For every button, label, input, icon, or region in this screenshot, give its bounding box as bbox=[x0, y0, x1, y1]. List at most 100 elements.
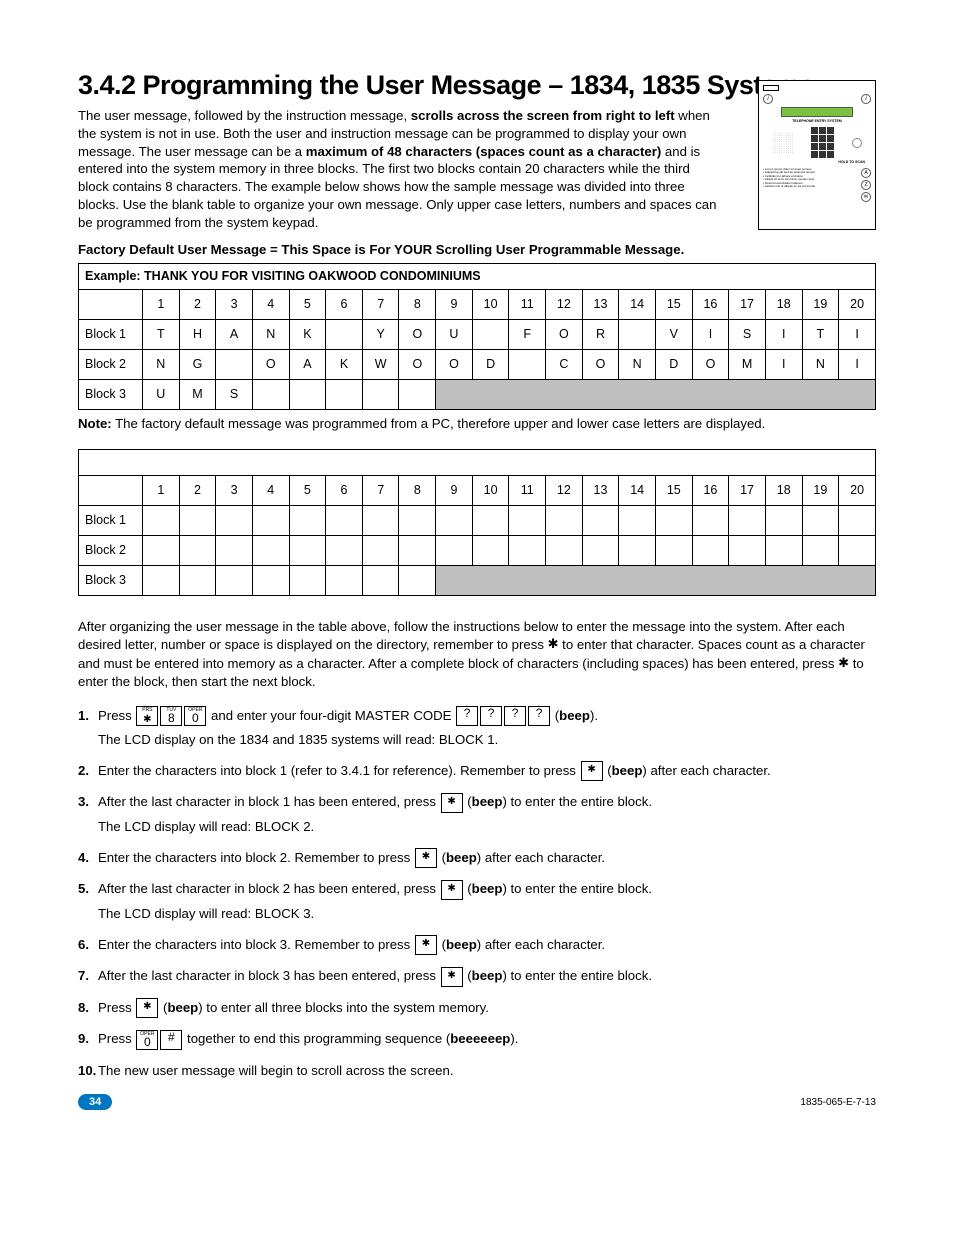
table-cell: Y bbox=[362, 319, 399, 349]
table-cell: T bbox=[802, 319, 839, 349]
table-cell: M bbox=[729, 349, 766, 379]
step-10: The new user message will begin to scrol… bbox=[78, 1061, 876, 1081]
step-7: After the last character in block 3 has … bbox=[78, 966, 876, 987]
digit-key-icon bbox=[528, 706, 550, 726]
table-cell bbox=[143, 535, 180, 565]
step-5: After the last character in block 2 has … bbox=[78, 879, 876, 923]
table-cell bbox=[436, 535, 473, 565]
table-cell: O bbox=[252, 349, 289, 379]
col-header: 14 bbox=[619, 475, 656, 505]
table-cell bbox=[619, 319, 656, 349]
col-header: 3 bbox=[216, 289, 253, 319]
table-cell bbox=[509, 505, 546, 535]
blank-table: 1234567891011121314151617181920Block 1Bl… bbox=[78, 449, 876, 596]
note-line: Note: The factory default message was pr… bbox=[78, 416, 876, 431]
table-cell bbox=[362, 535, 399, 565]
star-key-icon bbox=[441, 793, 463, 813]
table-cell: U bbox=[436, 319, 473, 349]
table-cell bbox=[289, 505, 326, 535]
table-cell: S bbox=[216, 379, 253, 409]
table-cell bbox=[729, 505, 766, 535]
step-9: Press OPER together to end this programm… bbox=[78, 1029, 876, 1050]
step-4: Enter the characters into block 2. Remem… bbox=[78, 848, 876, 869]
table-cell bbox=[252, 565, 289, 595]
table-cell bbox=[179, 505, 216, 535]
table-corner bbox=[79, 289, 143, 319]
table-cell: I bbox=[765, 349, 802, 379]
col-header: 16 bbox=[692, 475, 729, 505]
col-header: 5 bbox=[289, 475, 326, 505]
digit-key-icon bbox=[480, 706, 502, 726]
doc-number: 1835-065-E-7-13 bbox=[800, 1097, 876, 1108]
table-cell: N bbox=[802, 349, 839, 379]
table-cell: O bbox=[399, 319, 436, 349]
digit-key-icon bbox=[456, 706, 478, 726]
col-header: 13 bbox=[582, 289, 619, 319]
example-header: Example: THANK YOU FOR VISITING OAKWOOD … bbox=[79, 263, 876, 289]
table-cell: K bbox=[289, 319, 326, 349]
col-header: 2 bbox=[179, 289, 216, 319]
col-header: 20 bbox=[839, 289, 876, 319]
col-header: 17 bbox=[729, 475, 766, 505]
star-key-icon bbox=[415, 935, 437, 955]
table-cell bbox=[326, 535, 363, 565]
step-3: After the last character in block 1 has … bbox=[78, 792, 876, 836]
table-cell: T bbox=[143, 319, 180, 349]
table-cell: S bbox=[729, 319, 766, 349]
table-cell: I bbox=[839, 349, 876, 379]
page-number: 34 bbox=[78, 1094, 112, 1110]
digit-key-icon bbox=[504, 706, 526, 726]
col-header: 14 bbox=[619, 289, 656, 319]
star-key-icon bbox=[136, 998, 158, 1018]
pound-key-icon bbox=[160, 1030, 182, 1050]
col-header: 2 bbox=[179, 475, 216, 505]
zero-key-icon: OPER bbox=[136, 1030, 158, 1050]
step-8: Press (beep) to enter all three blocks i… bbox=[78, 998, 876, 1019]
col-header: 20 bbox=[839, 475, 876, 505]
row-label: Block 1 bbox=[79, 319, 143, 349]
table-cell bbox=[216, 535, 253, 565]
table-cell: M bbox=[179, 379, 216, 409]
step-1: Press PRSTUVOPER and enter your four-dig… bbox=[78, 706, 876, 750]
col-header: 16 bbox=[692, 289, 729, 319]
table-cell: R bbox=[582, 319, 619, 349]
row-label: Block 3 bbox=[79, 379, 143, 409]
section-title: 3.4.2 Programming the User Message – 183… bbox=[78, 70, 876, 101]
step-6: Enter the characters into block 3. Remem… bbox=[78, 935, 876, 956]
table-cell bbox=[289, 379, 326, 409]
table-cell bbox=[252, 505, 289, 535]
table-cell bbox=[216, 505, 253, 535]
table-cell bbox=[362, 565, 399, 595]
table-cell: U bbox=[143, 379, 180, 409]
table-cell: I bbox=[692, 319, 729, 349]
table-cell: V bbox=[655, 319, 692, 349]
table-cell: N bbox=[252, 319, 289, 349]
table-cell bbox=[362, 505, 399, 535]
table-cell bbox=[692, 535, 729, 565]
table-cell bbox=[765, 535, 802, 565]
table-cell bbox=[472, 505, 509, 535]
col-header: 12 bbox=[546, 289, 583, 319]
row-label: Block 2 bbox=[79, 535, 143, 565]
table-corner bbox=[79, 475, 143, 505]
col-header: 12 bbox=[546, 475, 583, 505]
col-header: 15 bbox=[655, 289, 692, 319]
table-cell bbox=[399, 379, 436, 409]
factory-default-line: Factory Default User Message = This Spac… bbox=[78, 242, 876, 257]
table-cell bbox=[326, 379, 363, 409]
blank-header bbox=[79, 449, 876, 475]
table-cell: O bbox=[436, 349, 473, 379]
col-header: 7 bbox=[362, 289, 399, 319]
table-cell bbox=[509, 535, 546, 565]
intro-paragraph: The user message, followed by the instru… bbox=[78, 107, 718, 232]
table-cell bbox=[216, 565, 253, 595]
star-key-icon bbox=[441, 880, 463, 900]
table-cell: K bbox=[326, 349, 363, 379]
table-cell bbox=[143, 505, 180, 535]
step-2: Enter the characters into block 1 (refer… bbox=[78, 761, 876, 782]
col-header: 3 bbox=[216, 475, 253, 505]
row-label: Block 3 bbox=[79, 565, 143, 595]
col-header: 6 bbox=[326, 289, 363, 319]
row-label: Block 2 bbox=[79, 349, 143, 379]
col-header: 9 bbox=[436, 475, 473, 505]
